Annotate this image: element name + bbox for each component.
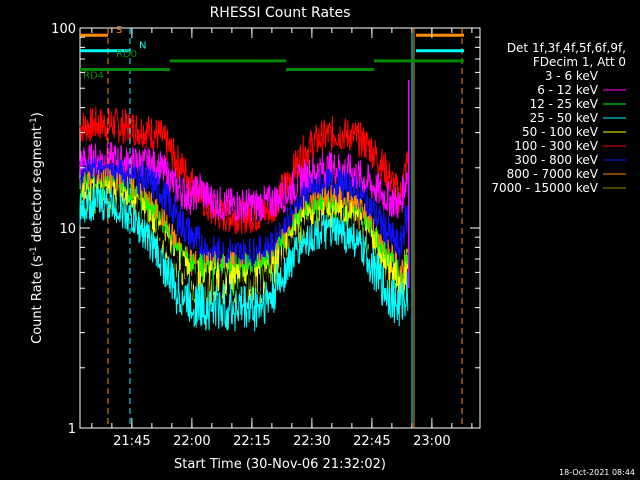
legend-entry-label: 100 - 300 keV [514, 139, 598, 153]
y-axis-label: Count Rate (s-1 detector segment-1) [29, 112, 45, 344]
legend-entry-label: 6 - 12 keV [537, 83, 599, 97]
legend-header-line-1: Det 1f,3f,4f,5f,6f,9f, [507, 41, 626, 55]
y-axis-label-end: ) [30, 112, 45, 117]
footer-timestamp: 18-Oct-2021 08:44 [559, 468, 635, 477]
state-bar-label-rd4: RD4 [83, 71, 104, 82]
y-axis-label-mid: detector segment [30, 126, 45, 246]
chart-title: RHESSI Count Rates [210, 5, 351, 21]
legend-entry-label: 800 - 7000 keV [507, 167, 599, 181]
series-line-25-50-kev [79, 184, 409, 332]
legend-entry-label: 3 - 6 keV [545, 69, 599, 83]
x-tick-label: 22:15 [233, 434, 270, 449]
legend-entry-label: 300 - 800 keV [514, 153, 598, 167]
y-axis-label-sup2: -1 [29, 117, 39, 126]
axis-layer: 1 10 100 21:45 22:00 22:15 22:30 22:45 23:00 [51, 22, 480, 449]
legend-entry-label: 50 - 100 keV [522, 125, 599, 139]
series-layer [79, 79, 410, 343]
x-tick-label: 22:45 [353, 434, 390, 449]
x-tick-label: 22:00 [173, 434, 210, 449]
y-tick-label: 10 [59, 222, 76, 237]
state-bar-label-s: S [116, 25, 122, 36]
series-line-300-800-kev [79, 157, 409, 275]
legend-header-line-2: FDecim 1, Att 0 [533, 55, 626, 69]
legend-entry-label: 12 - 25 keV [530, 97, 599, 111]
y-axis-label-main: Count Rate (s [30, 255, 45, 344]
x-axis-label: Start Time (30-Nov-06 21:32:02) [174, 457, 386, 472]
legend-entry-label: 25 - 50 keV [530, 111, 599, 125]
y-axis-label-sup1: -1 [29, 246, 39, 255]
x-tick-label: 21:45 [113, 434, 150, 449]
x-tick-label: 23:00 [413, 434, 450, 449]
legend-entry-label: 7000 - 15000 keV [491, 181, 598, 195]
x-tick-label: 22:30 [293, 434, 330, 449]
series-line-50-100-kev [79, 178, 409, 307]
state-bar-label-n: N [139, 41, 146, 52]
legend: Det 1f,3f,4f,5f,6f,9f, FDecim 1, Att 0 3… [491, 41, 626, 195]
y-tick-label: 100 [51, 22, 76, 37]
state-bar-label-rd0: RD0 [116, 49, 137, 60]
series-line-6-12-kev [79, 141, 409, 224]
y-tick-label: 1 [68, 422, 76, 437]
